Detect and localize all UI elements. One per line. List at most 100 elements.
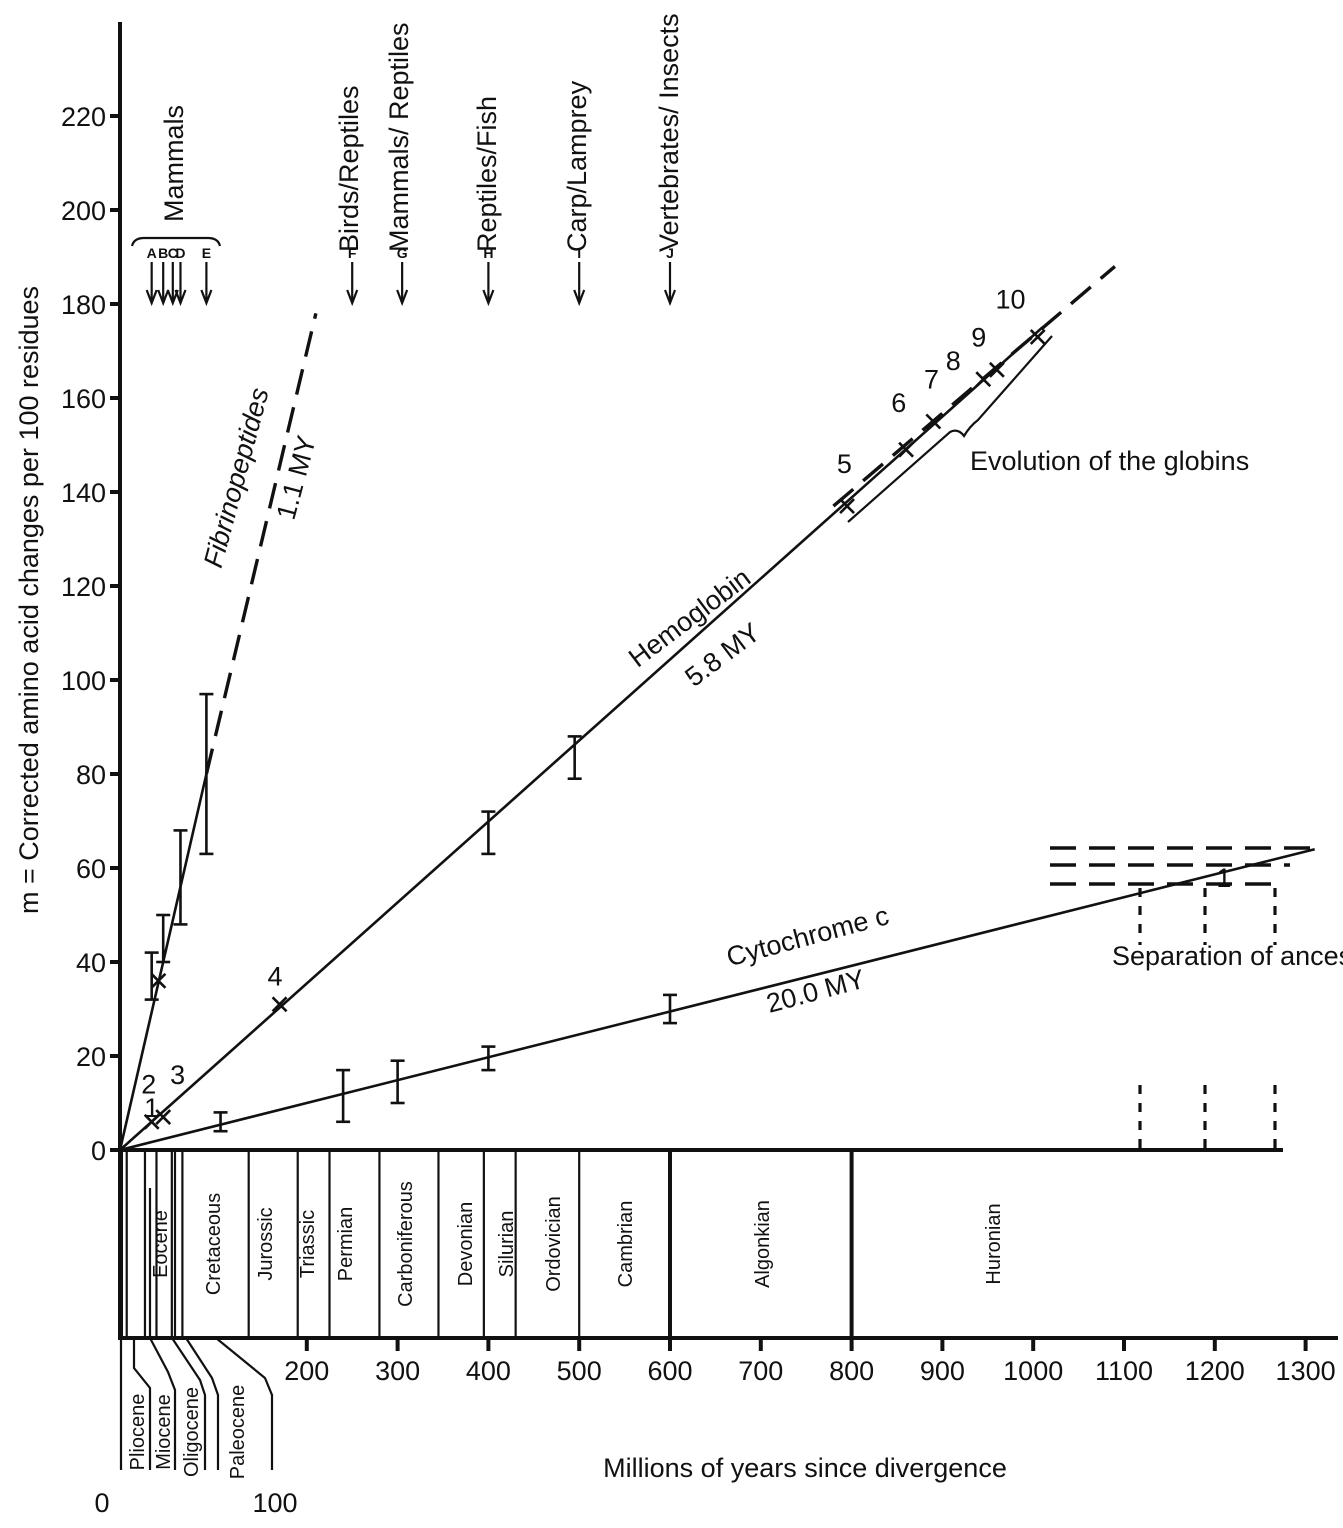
point-label: 8 [946,346,961,376]
divergence-letter: E [202,245,211,261]
cross-stroke [143,1113,160,1130]
cross-stroke [975,371,992,388]
divergence-arrow-d: D [174,245,187,307]
period-devonian: Devonian [455,1202,477,1287]
period-leader-line [185,1337,220,1470]
divergence-arrow-g: G [396,245,409,307]
period-huronian: Huronian [983,1203,1005,1284]
cross-stroke [271,996,288,1013]
y-tick-label: 160 [61,384,106,414]
y-tick-label: 140 [61,478,106,508]
annotation-reptiles-fish: Reptiles/Fish [472,96,502,252]
period-leader-line [171,1337,207,1470]
geologic-periods: Eocene Cretaceous Jurossic Triassic Permian C… [118,1150,1005,1480]
hemoglobin-cross-marker [839,498,855,515]
x-tick-label: 1300 [1276,1356,1336,1386]
cytochrome-c-cross-marker [143,1113,160,1130]
divergence-letter: J [666,245,674,261]
cytochrome-c-cross-marker [155,1109,172,1126]
fibrinopeptides-line-extension [204,313,318,775]
fibrinopeptides-label: Fibrinopeptides [198,385,275,571]
divergence-letter: I [577,245,581,261]
cytochrome-c-error-bar [481,1045,496,1072]
period-ordovician: Ordovician [543,1196,565,1292]
ticks: 0 20 40 60 80 100 120 140 160 180 200 220 200 300 400 5… [61,102,1336,1386]
cytochrome-c-error-bar [663,993,677,1025]
period-carboniferous: Carboniferous [395,1181,417,1307]
y-tick-label: 100 [61,666,106,696]
arrow-head [174,289,187,307]
divergence-arrow-f: F [346,245,359,307]
y-tick-label: 60 [76,854,106,884]
hemoglobin-error-bar [567,735,582,781]
fibrinopeptides-error-bar [156,913,171,964]
x-tick-label: 1000 [1003,1356,1063,1386]
fibrinopeptides-error-bar [199,692,214,856]
cross-stroke [1029,328,1046,345]
arrow-head [157,289,170,307]
divergence-arrow-e: E [200,245,213,307]
x-axis-label: Millions of years since divergence [603,1453,1007,1483]
divergence-letter: H [483,245,493,261]
period-jurossic: Jurossic [255,1207,277,1280]
y-tick-label: 0 [91,1136,106,1166]
cross-stroke [988,361,1005,378]
fibrinopeptides-rate: 1.1 MY [271,432,322,522]
fibrinopeptides-error-bar [173,829,188,926]
cytochrome-line [119,847,1315,1152]
cytochrome-c-error-bar [336,1068,351,1124]
hemoglobin-cross-marker [925,413,942,430]
cytochrome-rate: 20.0 MY [763,964,868,1019]
period-cretaceous: Cretaceous [203,1193,225,1295]
period-miocene: Miocene [153,1394,175,1470]
point-label: 2 [141,1070,156,1100]
annotation-carp-lamprey: Carp/Lamprey [562,80,592,252]
point-label: 10 [995,285,1025,315]
y-tick-label: 20 [76,1042,106,1072]
divergence-letter: B [158,245,168,261]
x-tick-label: 800 [829,1356,874,1386]
period-algonkian: Algonkian [752,1200,774,1288]
annotation-mammals-reptiles: Mammals/ Reptiles [384,22,414,252]
y-tick-label: 220 [61,102,106,132]
divergence-letter: G [397,245,408,261]
period-silurian: Silurian [496,1211,518,1278]
inset-start-label: 0 [94,1488,109,1518]
x-tick-label: 200 [284,1356,329,1386]
mammals-brace [130,236,222,247]
divergence-arrow-h: H [482,245,495,307]
arrow-head [346,289,359,307]
cytochrome-c-error-bar [213,1111,228,1133]
cross-stroke [839,498,855,515]
cross-stroke [925,413,942,430]
globins-brace [847,335,1053,523]
arrow-head [200,289,213,307]
point-label: 6 [891,388,906,418]
divergence-arrow-b: B [157,245,170,307]
hemoglobin-cross-marker [975,371,992,388]
fibrinopeptides-error-bar [144,951,159,1001]
fibrinopeptides-cross-marker [150,972,167,989]
annotation-globins: Evolution of the globins [970,446,1249,476]
inset-end-label: 100 [252,1488,297,1518]
cross-stroke [155,1109,172,1126]
x-tick-label: 400 [466,1356,511,1386]
arrow-head [573,289,586,307]
period-cambrian: Cambrian [615,1201,637,1288]
divergence-letter: D [175,245,185,261]
cross-stroke [898,441,914,458]
point-label: 1 [144,1093,159,1123]
divergence-arrow-j: J [663,245,677,307]
annotation-vertebrates-insects: Vertebrates/ Insects [654,13,684,252]
axes [118,22,1338,1340]
x-tick-label: 500 [557,1356,602,1386]
arrow-head [145,289,158,307]
x-tick-label: 1100 [1095,1356,1153,1386]
point-label: 5 [837,449,852,479]
point-label: 7 [924,365,939,395]
period-paleocene: Paleocene [227,1385,249,1480]
hemoglobin-cross-marker [1029,328,1046,345]
x-tick-label: 700 [738,1356,783,1386]
x-tick-label: 600 [647,1356,692,1386]
